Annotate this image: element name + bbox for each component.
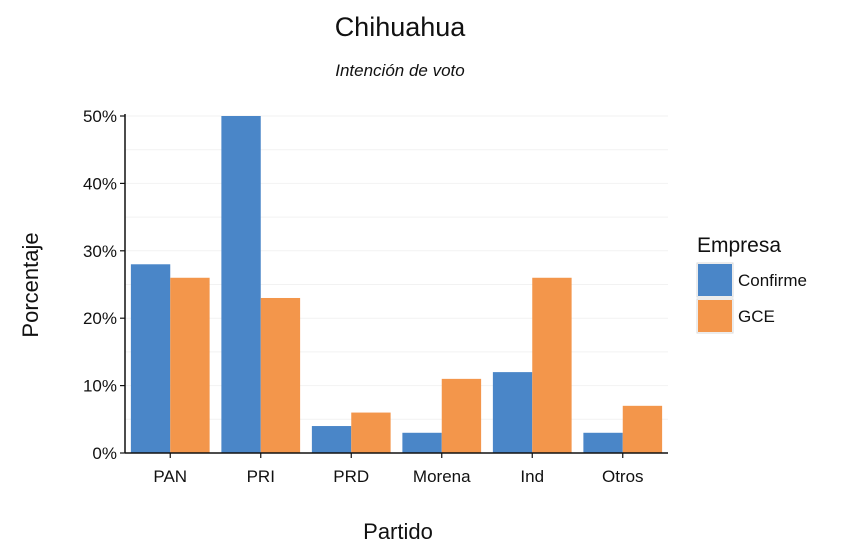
axes	[124, 114, 668, 454]
bar-morena-gce	[441, 378, 482, 453]
legend-key-gce	[698, 300, 732, 332]
x-tick-label: Ind	[520, 467, 544, 486]
y-axis-title: Porcentaje	[18, 232, 43, 337]
legend-label-confirme: Confirme	[738, 271, 807, 290]
x-tick-label: Otros	[602, 467, 644, 486]
x-axis-ticks: PAN PRI PRD Morena Ind Otros	[153, 453, 644, 486]
y-tick-label: 30%	[83, 242, 117, 261]
bar-pan-gce	[170, 277, 210, 453]
bar-ind-gce	[532, 277, 572, 453]
chart-title: Chihuahua	[335, 12, 467, 42]
legend: Empresa Confirme GCE	[696, 234, 807, 334]
legend-key-confirme	[698, 264, 732, 296]
chart-subtitle: Intención de voto	[335, 61, 464, 80]
x-tick-label: PAN	[153, 467, 187, 486]
x-axis-title: Partido	[363, 519, 433, 544]
y-tick-label: 50%	[83, 107, 117, 126]
y-tick-label: 40%	[83, 174, 117, 193]
bar-pri-confirme	[221, 116, 261, 453]
bar-prd-gce	[351, 412, 391, 453]
y-tick-label: 0%	[92, 444, 117, 463]
gridlines	[125, 115, 668, 420]
legend-title: Empresa	[697, 234, 781, 257]
bar-otros-gce	[622, 405, 663, 453]
x-tick-label: PRD	[333, 467, 369, 486]
bar-pan-confirme	[130, 264, 171, 453]
bar-otros-confirme	[583, 432, 623, 453]
bar-pri-gce	[260, 297, 301, 453]
legend-label-gce: GCE	[738, 307, 775, 326]
bar-ind-confirme	[492, 372, 533, 453]
bar-morena-confirme	[402, 432, 442, 453]
y-axis-ticks: 0% 10% 20% 30% 40% 50%	[83, 107, 125, 463]
y-tick-label: 10%	[83, 377, 117, 396]
x-tick-label: Morena	[413, 467, 471, 486]
bar-prd-confirme	[311, 426, 352, 453]
bars	[130, 116, 663, 453]
x-tick-label: PRI	[247, 467, 275, 486]
y-tick-label: 20%	[83, 309, 117, 328]
